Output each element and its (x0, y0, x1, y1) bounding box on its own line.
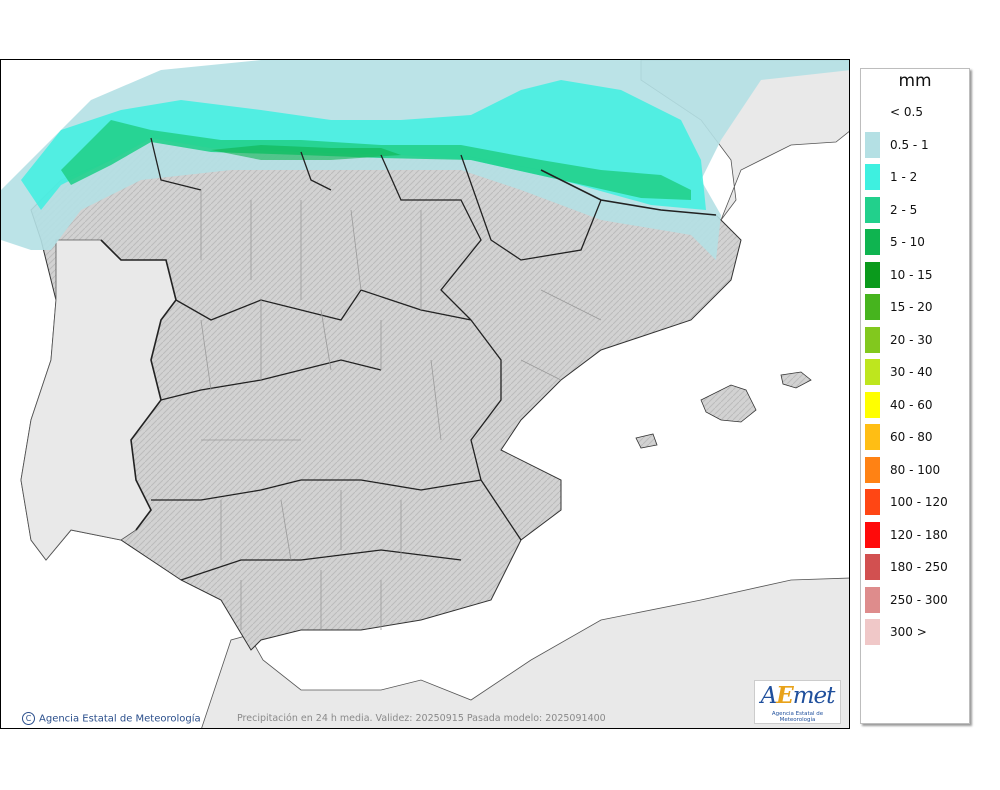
legend-unit: mm (898, 71, 932, 91)
province-borders (200, 190, 602, 630)
legend-item: < 0.5 (861, 99, 971, 127)
legend-item: 40 - 60 (861, 391, 971, 420)
legend-label: < 0.5 (890, 105, 923, 119)
legend-item: 15 - 20 (861, 294, 971, 322)
legend-label: 120 - 180 (890, 527, 948, 542)
legend-item: 180 - 250 (861, 554, 971, 582)
legend-swatch (865, 554, 880, 580)
legend-swatch (865, 521, 880, 548)
legend-item: 10 - 15 (861, 261, 971, 290)
legend-label: 0.5 - 1 (890, 137, 929, 152)
legend-item: 80 - 100 (861, 456, 971, 485)
precip-5-10 (211, 145, 401, 160)
agency-credit: C Agencia Estatal de Meteorología (22, 712, 201, 725)
legend-label: 180 - 250 (890, 560, 948, 574)
legend-label: 40 - 60 (890, 397, 933, 412)
legend-swatch (865, 229, 880, 255)
legend-swatch (865, 164, 880, 190)
map-caption: Precipitación en 24 h media. Validez: 20… (237, 713, 606, 724)
legend-label: 300 > (890, 625, 927, 639)
legend-item: 250 - 300 (861, 586, 971, 615)
legend-label: 2 - 5 (890, 202, 918, 217)
copyright-icon: C (22, 712, 35, 725)
aemet-logo-subtitle: Agencia Estatal de Meteorología (771, 711, 824, 723)
region-borders (150, 137, 602, 581)
precipitation-legend: mm < 0.5 0.5 - 1 1 - 2 2 - 5 5 - 10 10 - 15 15… (860, 68, 970, 724)
legend-label: 30 - 40 (890, 365, 933, 379)
legend-swatch (865, 326, 880, 353)
spain-portugal-border (100, 239, 177, 531)
legend-swatch (865, 294, 880, 320)
legend-item: 30 - 40 (861, 359, 971, 387)
legend-swatch (865, 131, 880, 158)
legend-item: 300 > (861, 619, 971, 647)
legend-label: 80 - 100 (890, 462, 941, 477)
legend-swatch (865, 261, 880, 288)
legend-label: 20 - 30 (890, 332, 933, 347)
ibiza (635, 433, 658, 449)
legend-swatch (865, 489, 880, 515)
legend-item: 120 - 180 (861, 521, 971, 550)
legend-item: 2 - 5 (861, 196, 971, 225)
legend-item: 0.5 - 1 (861, 131, 971, 160)
aemet-logo: AEmet Agencia Estatal de Meteorología (754, 680, 841, 724)
legend-label: 60 - 80 (890, 430, 933, 444)
legend-swatch (865, 196, 880, 223)
mallorca (700, 384, 757, 423)
precipitation-map (0, 59, 850, 729)
legend-swatch (865, 99, 880, 125)
legend-label: 15 - 20 (890, 300, 933, 314)
legend-label: 10 - 15 (890, 267, 933, 282)
legend-swatch (865, 456, 880, 483)
legend-item: 1 - 2 (861, 164, 971, 192)
aemet-logo-wordmark: AEmet (760, 682, 836, 709)
legend-swatch (865, 586, 880, 613)
legend-item: 60 - 80 (861, 424, 971, 452)
legend-label: 1 - 2 (890, 170, 918, 184)
iberia-map-svg (1, 60, 849, 728)
legend-swatch (865, 619, 880, 645)
menorca (780, 371, 812, 389)
legend-item: 100 - 120 (861, 489, 971, 517)
agency-credit-text: Agencia Estatal de Meteorología (39, 713, 201, 725)
spain-france-border (540, 169, 717, 216)
legend-swatch (865, 359, 880, 385)
precip-2-5 (61, 120, 691, 200)
legend-label: 100 - 120 (890, 495, 948, 509)
legend-item: 5 - 10 (861, 229, 971, 257)
legend-swatch (865, 391, 880, 418)
legend-swatch (865, 424, 880, 450)
legend-item: 20 - 30 (861, 326, 971, 355)
legend-label: 250 - 300 (890, 592, 948, 607)
legend-label: 5 - 10 (890, 235, 925, 249)
